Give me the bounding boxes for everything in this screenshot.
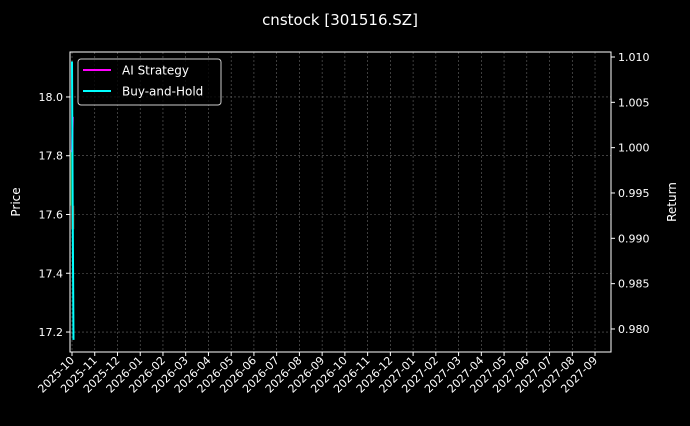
y-tick-label-left: 17.8 xyxy=(39,150,64,163)
y-axis-left-label: Price xyxy=(9,187,23,216)
y-tick-label-right: 0.995 xyxy=(618,187,650,200)
y-tick-label-right: 1.010 xyxy=(618,51,650,64)
y-tick-label-left: 18.0 xyxy=(39,91,64,104)
y-tick-label-right: 1.005 xyxy=(618,96,650,109)
y-tick-label-right: 1.000 xyxy=(618,142,650,155)
series-line-buy-and-hold xyxy=(71,61,75,340)
y-axis-right-label: Return xyxy=(665,182,679,222)
legend-label-ai: AI Strategy xyxy=(122,64,189,78)
legend: AI Strategy Buy-and-Hold xyxy=(77,58,222,106)
y-tick-label-right: 0.990 xyxy=(618,232,650,245)
y-tick-label-left: 17.6 xyxy=(39,208,64,221)
y-tick-label-left: 17.4 xyxy=(39,267,64,280)
y-tick-label-left: 17.2 xyxy=(39,326,64,339)
y-tick-label-right: 0.980 xyxy=(618,323,650,336)
chart-title: cnstock [301516.SZ] xyxy=(262,11,418,29)
legend-label-bh: Buy-and-Hold xyxy=(122,85,203,99)
plot-frame xyxy=(69,51,612,353)
y-tick-label-right: 0.985 xyxy=(618,278,650,291)
